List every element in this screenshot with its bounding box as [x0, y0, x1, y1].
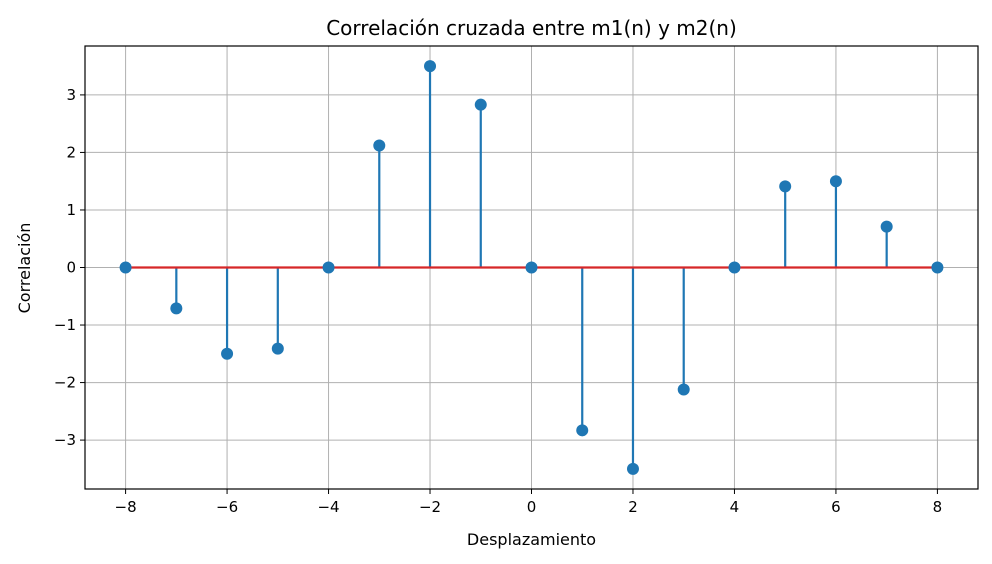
- stem-marker: [373, 139, 386, 152]
- x-tick-label: 8: [933, 498, 943, 516]
- y-tick-label: −2: [54, 374, 76, 392]
- stem-lines: [175, 66, 888, 469]
- x-tick-label: 2: [628, 498, 638, 516]
- y-tick-label: 0: [66, 259, 76, 277]
- y-tick-label: −3: [54, 431, 76, 449]
- stem-marker: [728, 261, 741, 274]
- stem-marker: [119, 261, 132, 274]
- stem-marker: [424, 60, 437, 73]
- x-tick-label: 4: [730, 498, 740, 516]
- y-axis-label: Correlación: [15, 223, 34, 314]
- x-axis-ticks: −8 −6 −4 −2 0 2 4 6 8: [115, 489, 943, 516]
- x-tick-label: 0: [527, 498, 537, 516]
- y-axis-ticks: −3 −2 −1 0 1 2 3: [54, 86, 85, 449]
- stem-marker: [271, 342, 284, 355]
- x-tick-label: −4: [317, 498, 339, 516]
- stem-marker: [322, 261, 335, 274]
- x-tick-label: −8: [115, 498, 137, 516]
- stem-marker: [474, 98, 487, 111]
- stem-marker: [626, 462, 639, 475]
- stem-marker: [221, 347, 234, 360]
- y-tick-label: 2: [66, 143, 76, 161]
- stem-marker: [931, 261, 944, 274]
- x-tick-label: −6: [216, 498, 238, 516]
- stem-marker: [525, 261, 538, 274]
- stem-marker: [677, 383, 690, 396]
- x-axis-label: Desplazamiento: [467, 530, 596, 549]
- y-tick-label: 1: [66, 201, 76, 219]
- stem-marker: [779, 180, 792, 193]
- y-tick-label: 3: [66, 86, 76, 104]
- stem-markers: [119, 60, 944, 475]
- stem-marker: [880, 220, 893, 233]
- stem-marker: [170, 302, 183, 315]
- y-tick-label: −1: [54, 316, 76, 334]
- x-tick-label: −2: [419, 498, 441, 516]
- stem-marker: [829, 175, 842, 188]
- chart-title: Correlación cruzada entre m1(n) y m2(n): [326, 16, 737, 40]
- stem-marker: [576, 424, 589, 437]
- x-tick-label: 6: [831, 498, 841, 516]
